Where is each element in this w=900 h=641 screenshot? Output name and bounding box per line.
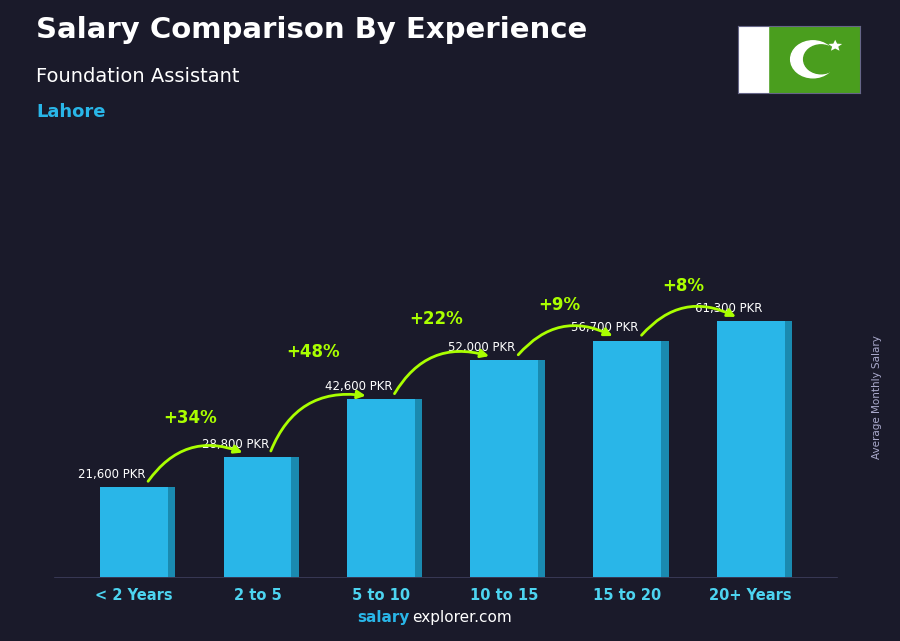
- Text: explorer.com: explorer.com: [412, 610, 512, 625]
- Text: +34%: +34%: [163, 409, 217, 427]
- Text: 61,300 PKR: 61,300 PKR: [695, 303, 762, 315]
- Text: +22%: +22%: [410, 310, 464, 328]
- Polygon shape: [593, 340, 662, 577]
- Text: 21,600 PKR: 21,600 PKR: [78, 468, 146, 481]
- Text: salary: salary: [357, 610, 410, 625]
- Polygon shape: [538, 360, 545, 577]
- Text: 52,000 PKR: 52,000 PKR: [448, 341, 516, 354]
- Polygon shape: [292, 457, 299, 577]
- Polygon shape: [470, 360, 538, 577]
- Text: 42,600 PKR: 42,600 PKR: [325, 380, 392, 393]
- Circle shape: [790, 41, 835, 78]
- Polygon shape: [828, 40, 842, 51]
- Circle shape: [804, 45, 839, 74]
- Text: +48%: +48%: [286, 344, 340, 362]
- Polygon shape: [785, 322, 792, 577]
- Polygon shape: [415, 399, 422, 577]
- Polygon shape: [100, 487, 168, 577]
- Polygon shape: [662, 340, 669, 577]
- Polygon shape: [223, 457, 292, 577]
- Text: 56,700 PKR: 56,700 PKR: [572, 321, 639, 335]
- Polygon shape: [168, 487, 176, 577]
- Text: Lahore: Lahore: [36, 103, 105, 121]
- Text: Salary Comparison By Experience: Salary Comparison By Experience: [36, 16, 587, 44]
- Text: +9%: +9%: [538, 296, 580, 314]
- Text: Average Monthly Salary: Average Monthly Salary: [872, 335, 883, 460]
- Bar: [738, 26, 769, 93]
- Polygon shape: [346, 399, 415, 577]
- Polygon shape: [716, 322, 785, 577]
- Text: +8%: +8%: [662, 277, 704, 295]
- Text: Foundation Assistant: Foundation Assistant: [36, 67, 239, 87]
- Text: 28,800 PKR: 28,800 PKR: [202, 438, 269, 451]
